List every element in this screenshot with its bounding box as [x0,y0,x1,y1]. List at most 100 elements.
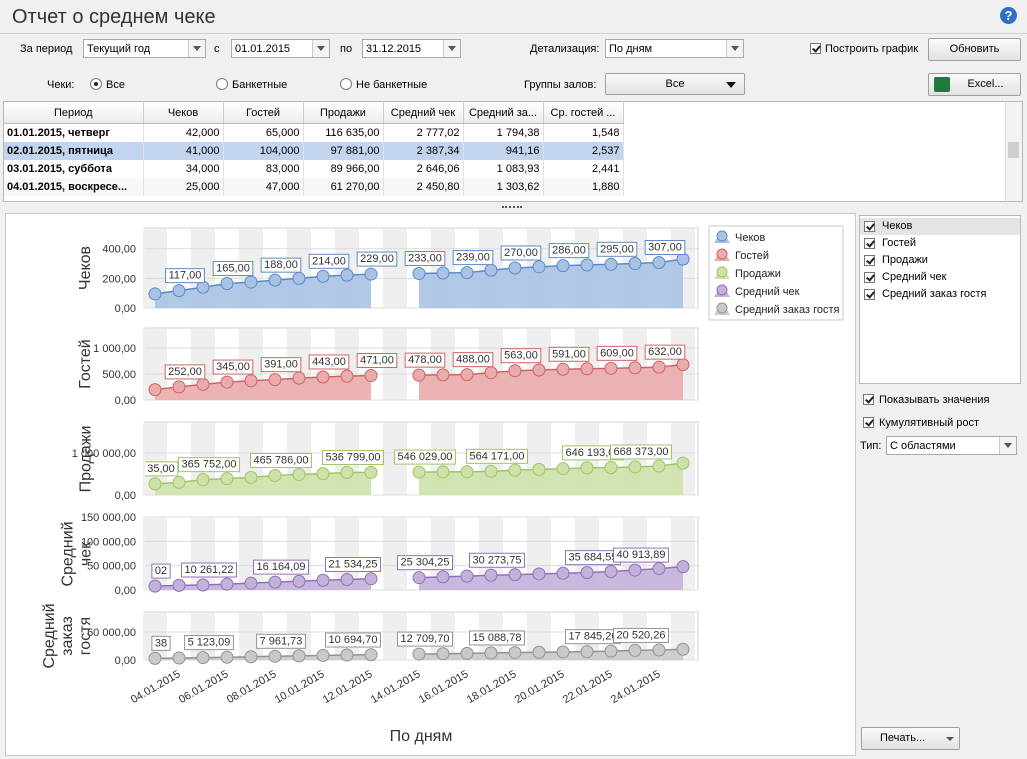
legend-marker [717,303,727,313]
marker [413,466,425,478]
checkbox[interactable] [863,417,874,428]
marker [437,267,449,279]
marker [557,463,569,475]
series-toggle[interactable]: Чеков [860,218,1020,235]
value-label: 40 913,89 [617,549,666,561]
marker [509,365,521,377]
marker [317,574,329,586]
marker [605,645,617,657]
marker [653,460,665,472]
marker [509,464,521,476]
marker [365,466,377,478]
value-label: 21 534,25 [329,559,378,571]
marker [533,463,545,475]
marker [317,270,329,282]
legend-marker [717,285,727,295]
series-list: ЧековГостей Продажи Средний чек Средний зак… [859,215,1021,384]
scrollbar[interactable] [1005,102,1022,201]
help-button[interactable]: ? [1000,7,1017,24]
marker [437,571,449,583]
marker [533,646,545,658]
marker [437,648,449,660]
marker [629,258,641,270]
x-tick-label: 12.01.2015 [321,668,375,706]
refresh-button[interactable]: Обновить [928,38,1021,61]
marker [245,375,257,387]
x-tick-label: 04.01.2015 [129,668,183,706]
arrow [946,737,954,745]
marker [173,381,185,393]
checkbox[interactable] [863,394,874,405]
value-label: 609,00 [600,347,634,359]
marker [221,376,233,388]
marker [461,570,473,582]
legend-label: Средний заказ гостя [735,304,840,316]
marker [581,646,593,658]
y-axis-label: Средний чек [29,515,95,592]
marker [509,569,521,581]
marker [629,644,641,656]
legend-label: Чеков [735,232,766,244]
checkbox [864,289,875,300]
scroll-thumb[interactable] [1008,142,1019,158]
legend-label: Продажи [735,268,781,280]
value-label: 25 304,25 [401,557,450,569]
marker [173,579,185,591]
y-axis-label: Продажи [29,420,95,497]
value-label: 307,00 [648,242,682,254]
excel-button[interactable]: Excel... [928,73,1021,96]
marker [533,364,545,376]
marker [341,269,353,281]
marker [293,650,305,662]
value-label: 591,00 [552,348,586,360]
marker [629,564,641,576]
x-tick-label: 24.01.2015 [609,668,663,706]
marker [485,569,497,581]
value-label: 443,00 [312,356,346,368]
type-select[interactable]: С областями [886,436,1017,455]
marker [485,264,497,276]
value-label: 465 786,00 [253,454,308,466]
marker [341,466,353,478]
series-toggle[interactable]: Гостей [860,235,1020,252]
marker [365,573,377,585]
legend-marker [717,267,727,277]
marker [293,575,305,587]
stripe [383,518,407,590]
value-label: 252,00 [168,366,202,378]
series-toggle[interactable]: Средний чек [860,269,1020,286]
series-toggle[interactable]: Продажи [860,252,1020,269]
checkbox [864,272,875,283]
y-axis-label: Чеков [29,226,95,310]
y-tick-label: 500,00 [102,369,136,381]
label: Средний чек [882,271,946,283]
marker [317,371,329,383]
stripe [143,518,167,590]
marker [365,649,377,661]
marker [221,278,233,290]
value-label: 564 171,00 [469,450,524,462]
label: Продажи [882,254,928,266]
marker [509,262,521,274]
marker [485,367,497,379]
marker [245,276,257,288]
marker [413,369,425,381]
value-label: 478,00 [408,354,442,366]
series-toggle[interactable]: Средний заказ гостя [860,286,1020,303]
chart: 0,00200,00400,00117,00165,00188,00214,00… [0,0,858,759]
marker [149,478,161,490]
marker [653,563,665,575]
value-label: 295,00 [600,243,634,255]
value-label: 5 123,09 [188,637,231,649]
print-button[interactable]: Печать... [861,727,960,750]
value-label: 563,00 [504,350,538,362]
marker [341,370,353,382]
marker [461,369,473,381]
marker [485,647,497,659]
marker [341,574,353,586]
legend-marker [717,231,727,241]
marker [293,272,305,284]
marker [221,578,233,590]
label: Печать... [880,732,925,744]
y-tick-label: 1 000,00 [93,343,136,355]
